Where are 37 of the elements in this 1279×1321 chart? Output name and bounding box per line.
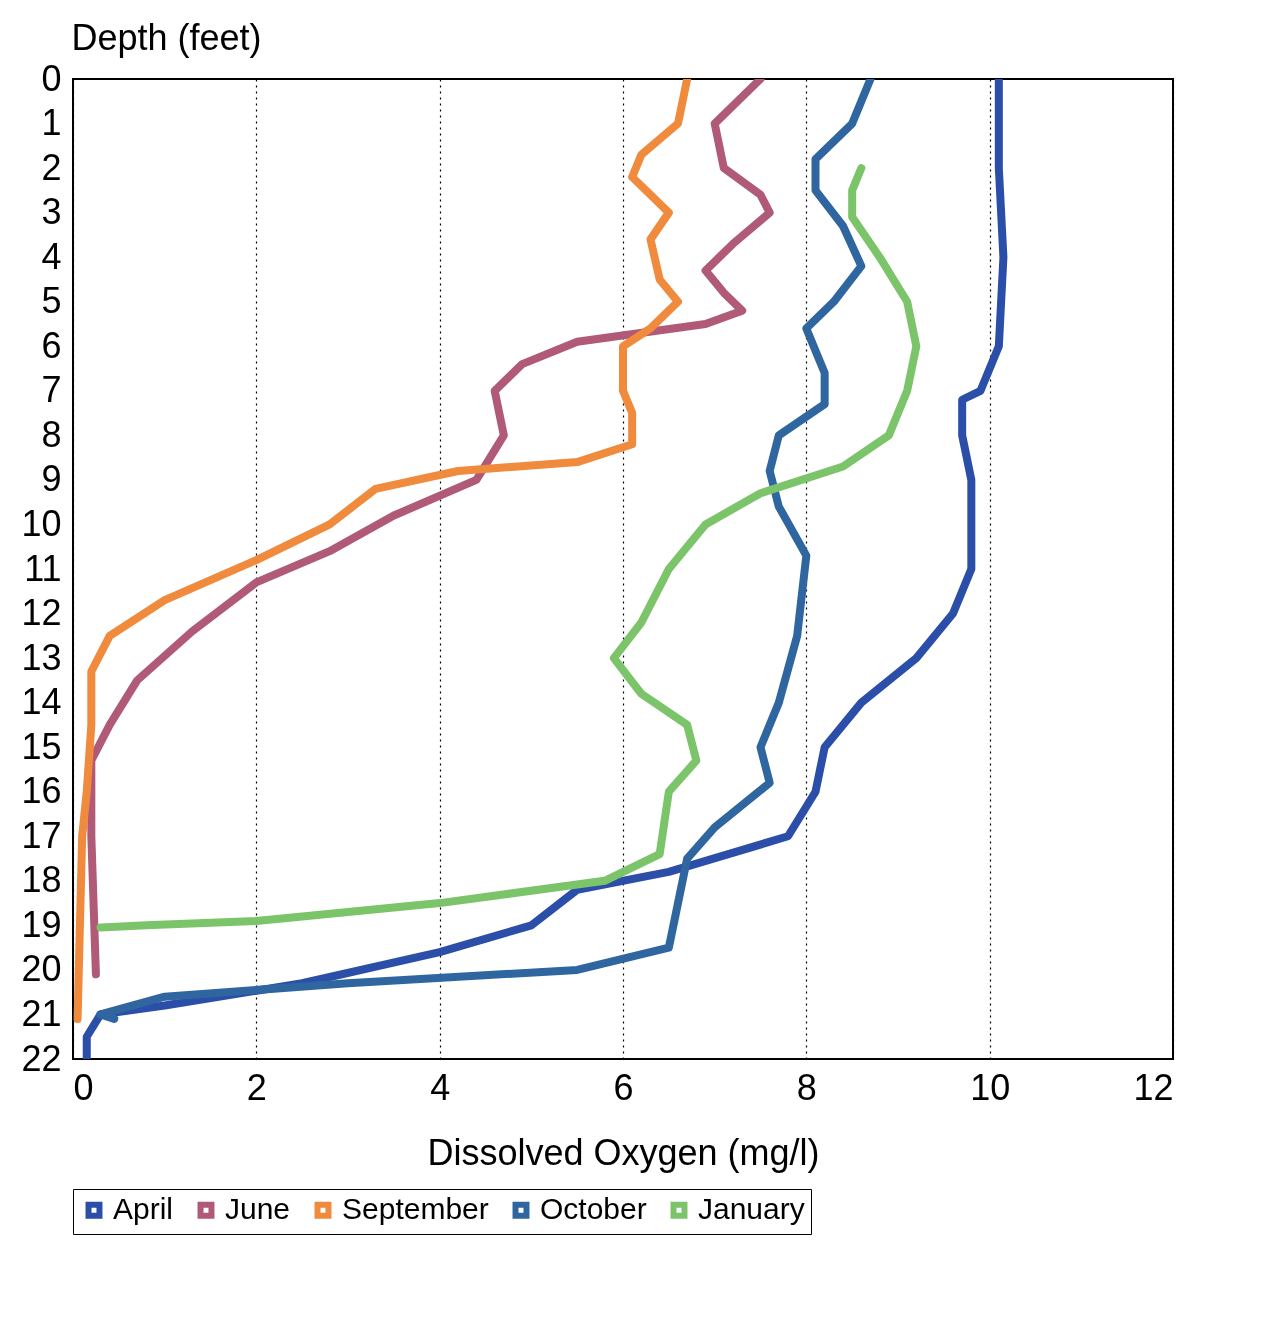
x-tick-label: 4 xyxy=(430,1066,451,1108)
y-tick-label: 15 xyxy=(21,725,62,767)
y-tick-label: 2 xyxy=(41,146,62,188)
x-tick-label: 6 xyxy=(613,1066,634,1108)
y-tick-label: 4 xyxy=(41,235,62,277)
y-tick-label: 9 xyxy=(41,458,62,500)
y-tick-label: 0 xyxy=(41,57,62,99)
y-tick-label: 1 xyxy=(41,102,62,144)
x-tick-label: 12 xyxy=(1133,1066,1174,1108)
y-tick-label: 20 xyxy=(21,948,62,990)
y-tick-label: 13 xyxy=(21,636,62,678)
legend-label: September xyxy=(342,1192,489,1226)
y-axis-title: Depth (feet) xyxy=(71,16,262,58)
y-tick-label: 14 xyxy=(21,681,62,723)
legend-label: October xyxy=(540,1192,647,1226)
y-tick-label: 16 xyxy=(21,770,62,812)
x-tick-label: 8 xyxy=(796,1066,817,1108)
y-tick-label: 19 xyxy=(21,903,62,945)
y-tick-label: 22 xyxy=(21,1037,62,1079)
y-tick-label: 17 xyxy=(21,814,62,856)
y-tick-label: 5 xyxy=(41,280,62,322)
y-tick-label: 18 xyxy=(21,859,62,901)
x-tick-label: 2 xyxy=(246,1066,267,1108)
x-tick-label: 0 xyxy=(73,1066,94,1108)
y-tick-label: 3 xyxy=(41,191,62,233)
legend-label: January xyxy=(698,1192,805,1226)
y-tick-label: 11 xyxy=(24,547,62,589)
y-tick-label: 10 xyxy=(21,502,62,544)
x-tick-label: 10 xyxy=(970,1066,1011,1108)
y-tick-label: 6 xyxy=(41,324,62,366)
y-tick-label: 8 xyxy=(41,413,62,455)
y-tick-label: 7 xyxy=(41,369,62,411)
legend-label: April xyxy=(113,1192,174,1226)
y-tick-label: 21 xyxy=(21,992,62,1034)
y-tick-label: 12 xyxy=(21,592,62,634)
legend-label: June xyxy=(225,1192,291,1226)
x-axis-title: Dissolved Oxygen (mg/l) xyxy=(427,1131,820,1173)
